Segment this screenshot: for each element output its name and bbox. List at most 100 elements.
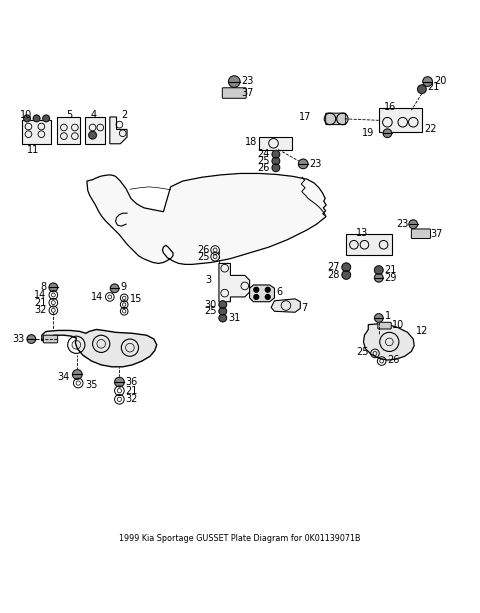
- Text: 32: 32: [125, 394, 137, 405]
- Circle shape: [409, 220, 418, 229]
- Circle shape: [89, 131, 96, 139]
- Polygon shape: [110, 117, 127, 144]
- Circle shape: [72, 370, 82, 379]
- Polygon shape: [271, 299, 300, 312]
- Text: 21: 21: [125, 386, 137, 396]
- Text: 26: 26: [387, 355, 400, 365]
- Text: 11: 11: [27, 145, 39, 154]
- FancyBboxPatch shape: [411, 229, 431, 238]
- Circle shape: [219, 308, 227, 315]
- Circle shape: [228, 76, 240, 87]
- Circle shape: [423, 77, 432, 86]
- Polygon shape: [250, 285, 275, 302]
- Text: 35: 35: [85, 380, 97, 390]
- Text: 16: 16: [384, 102, 396, 112]
- FancyBboxPatch shape: [325, 113, 346, 124]
- Text: 13: 13: [356, 228, 368, 238]
- FancyBboxPatch shape: [57, 117, 80, 144]
- Polygon shape: [219, 264, 250, 302]
- Circle shape: [43, 115, 49, 122]
- Text: 15: 15: [130, 294, 142, 304]
- Text: 21: 21: [428, 82, 440, 93]
- Text: 36: 36: [125, 377, 137, 387]
- Text: 17: 17: [299, 112, 311, 123]
- Text: 2: 2: [121, 110, 128, 120]
- Circle shape: [299, 159, 308, 169]
- Text: 10: 10: [20, 110, 32, 120]
- Circle shape: [115, 378, 124, 387]
- Circle shape: [219, 301, 227, 308]
- Text: 18: 18: [244, 137, 257, 147]
- FancyBboxPatch shape: [378, 322, 391, 329]
- Circle shape: [383, 129, 392, 137]
- Text: 8: 8: [40, 283, 47, 292]
- FancyBboxPatch shape: [22, 120, 51, 144]
- FancyBboxPatch shape: [85, 117, 105, 144]
- Text: 6: 6: [276, 287, 283, 297]
- Circle shape: [272, 157, 280, 165]
- Circle shape: [272, 150, 280, 158]
- Circle shape: [254, 287, 259, 292]
- Text: 21: 21: [384, 265, 397, 275]
- Text: 25: 25: [197, 252, 209, 262]
- Text: 25: 25: [357, 348, 369, 357]
- Text: 22: 22: [424, 124, 436, 134]
- Text: 23: 23: [396, 219, 408, 229]
- FancyBboxPatch shape: [222, 88, 246, 98]
- Polygon shape: [87, 173, 326, 264]
- Circle shape: [374, 314, 383, 322]
- Circle shape: [374, 266, 383, 275]
- Circle shape: [418, 85, 426, 94]
- Text: 26: 26: [197, 245, 209, 255]
- FancyBboxPatch shape: [346, 234, 392, 255]
- Text: 32: 32: [34, 305, 47, 315]
- Text: 23: 23: [241, 75, 253, 86]
- FancyBboxPatch shape: [259, 137, 292, 150]
- Polygon shape: [363, 324, 414, 360]
- Circle shape: [342, 270, 350, 279]
- Text: 27: 27: [327, 262, 339, 272]
- Text: 10: 10: [392, 320, 405, 330]
- Text: 37: 37: [431, 229, 443, 238]
- Text: 12: 12: [416, 326, 429, 337]
- Text: 24: 24: [257, 150, 270, 159]
- Text: 14: 14: [91, 292, 103, 302]
- Text: 31: 31: [228, 313, 241, 323]
- Circle shape: [374, 273, 383, 282]
- Circle shape: [24, 115, 30, 122]
- Polygon shape: [42, 329, 157, 367]
- Text: 37: 37: [241, 88, 253, 98]
- Circle shape: [265, 294, 270, 299]
- Circle shape: [33, 115, 40, 122]
- Text: 21: 21: [34, 298, 47, 308]
- Text: 25: 25: [204, 306, 217, 316]
- Text: 23: 23: [310, 159, 322, 169]
- Text: 25: 25: [257, 156, 270, 166]
- Text: 1: 1: [384, 311, 391, 321]
- Circle shape: [27, 335, 36, 343]
- Circle shape: [272, 164, 280, 172]
- Text: 26: 26: [257, 162, 270, 173]
- Text: 9: 9: [120, 283, 126, 292]
- FancyBboxPatch shape: [379, 109, 422, 132]
- Circle shape: [219, 314, 227, 322]
- Text: 19: 19: [362, 128, 374, 139]
- Text: 29: 29: [384, 273, 397, 283]
- Circle shape: [342, 263, 350, 272]
- Circle shape: [254, 294, 259, 299]
- Text: 4: 4: [91, 110, 97, 120]
- Text: 33: 33: [12, 334, 24, 344]
- Text: 1999 Kia Sportage GUSSET Plate Diagram for 0K01139071B: 1999 Kia Sportage GUSSET Plate Diagram f…: [119, 534, 361, 543]
- Text: 5: 5: [66, 110, 72, 120]
- Text: 7: 7: [301, 303, 308, 313]
- FancyBboxPatch shape: [43, 335, 58, 343]
- Circle shape: [49, 283, 58, 292]
- Text: 28: 28: [327, 270, 339, 280]
- Text: 14: 14: [35, 290, 47, 300]
- Circle shape: [265, 287, 270, 292]
- Text: 34: 34: [58, 372, 70, 383]
- Text: 3: 3: [205, 275, 211, 285]
- Circle shape: [110, 284, 119, 292]
- Text: 30: 30: [205, 300, 217, 310]
- Text: 20: 20: [434, 75, 446, 86]
